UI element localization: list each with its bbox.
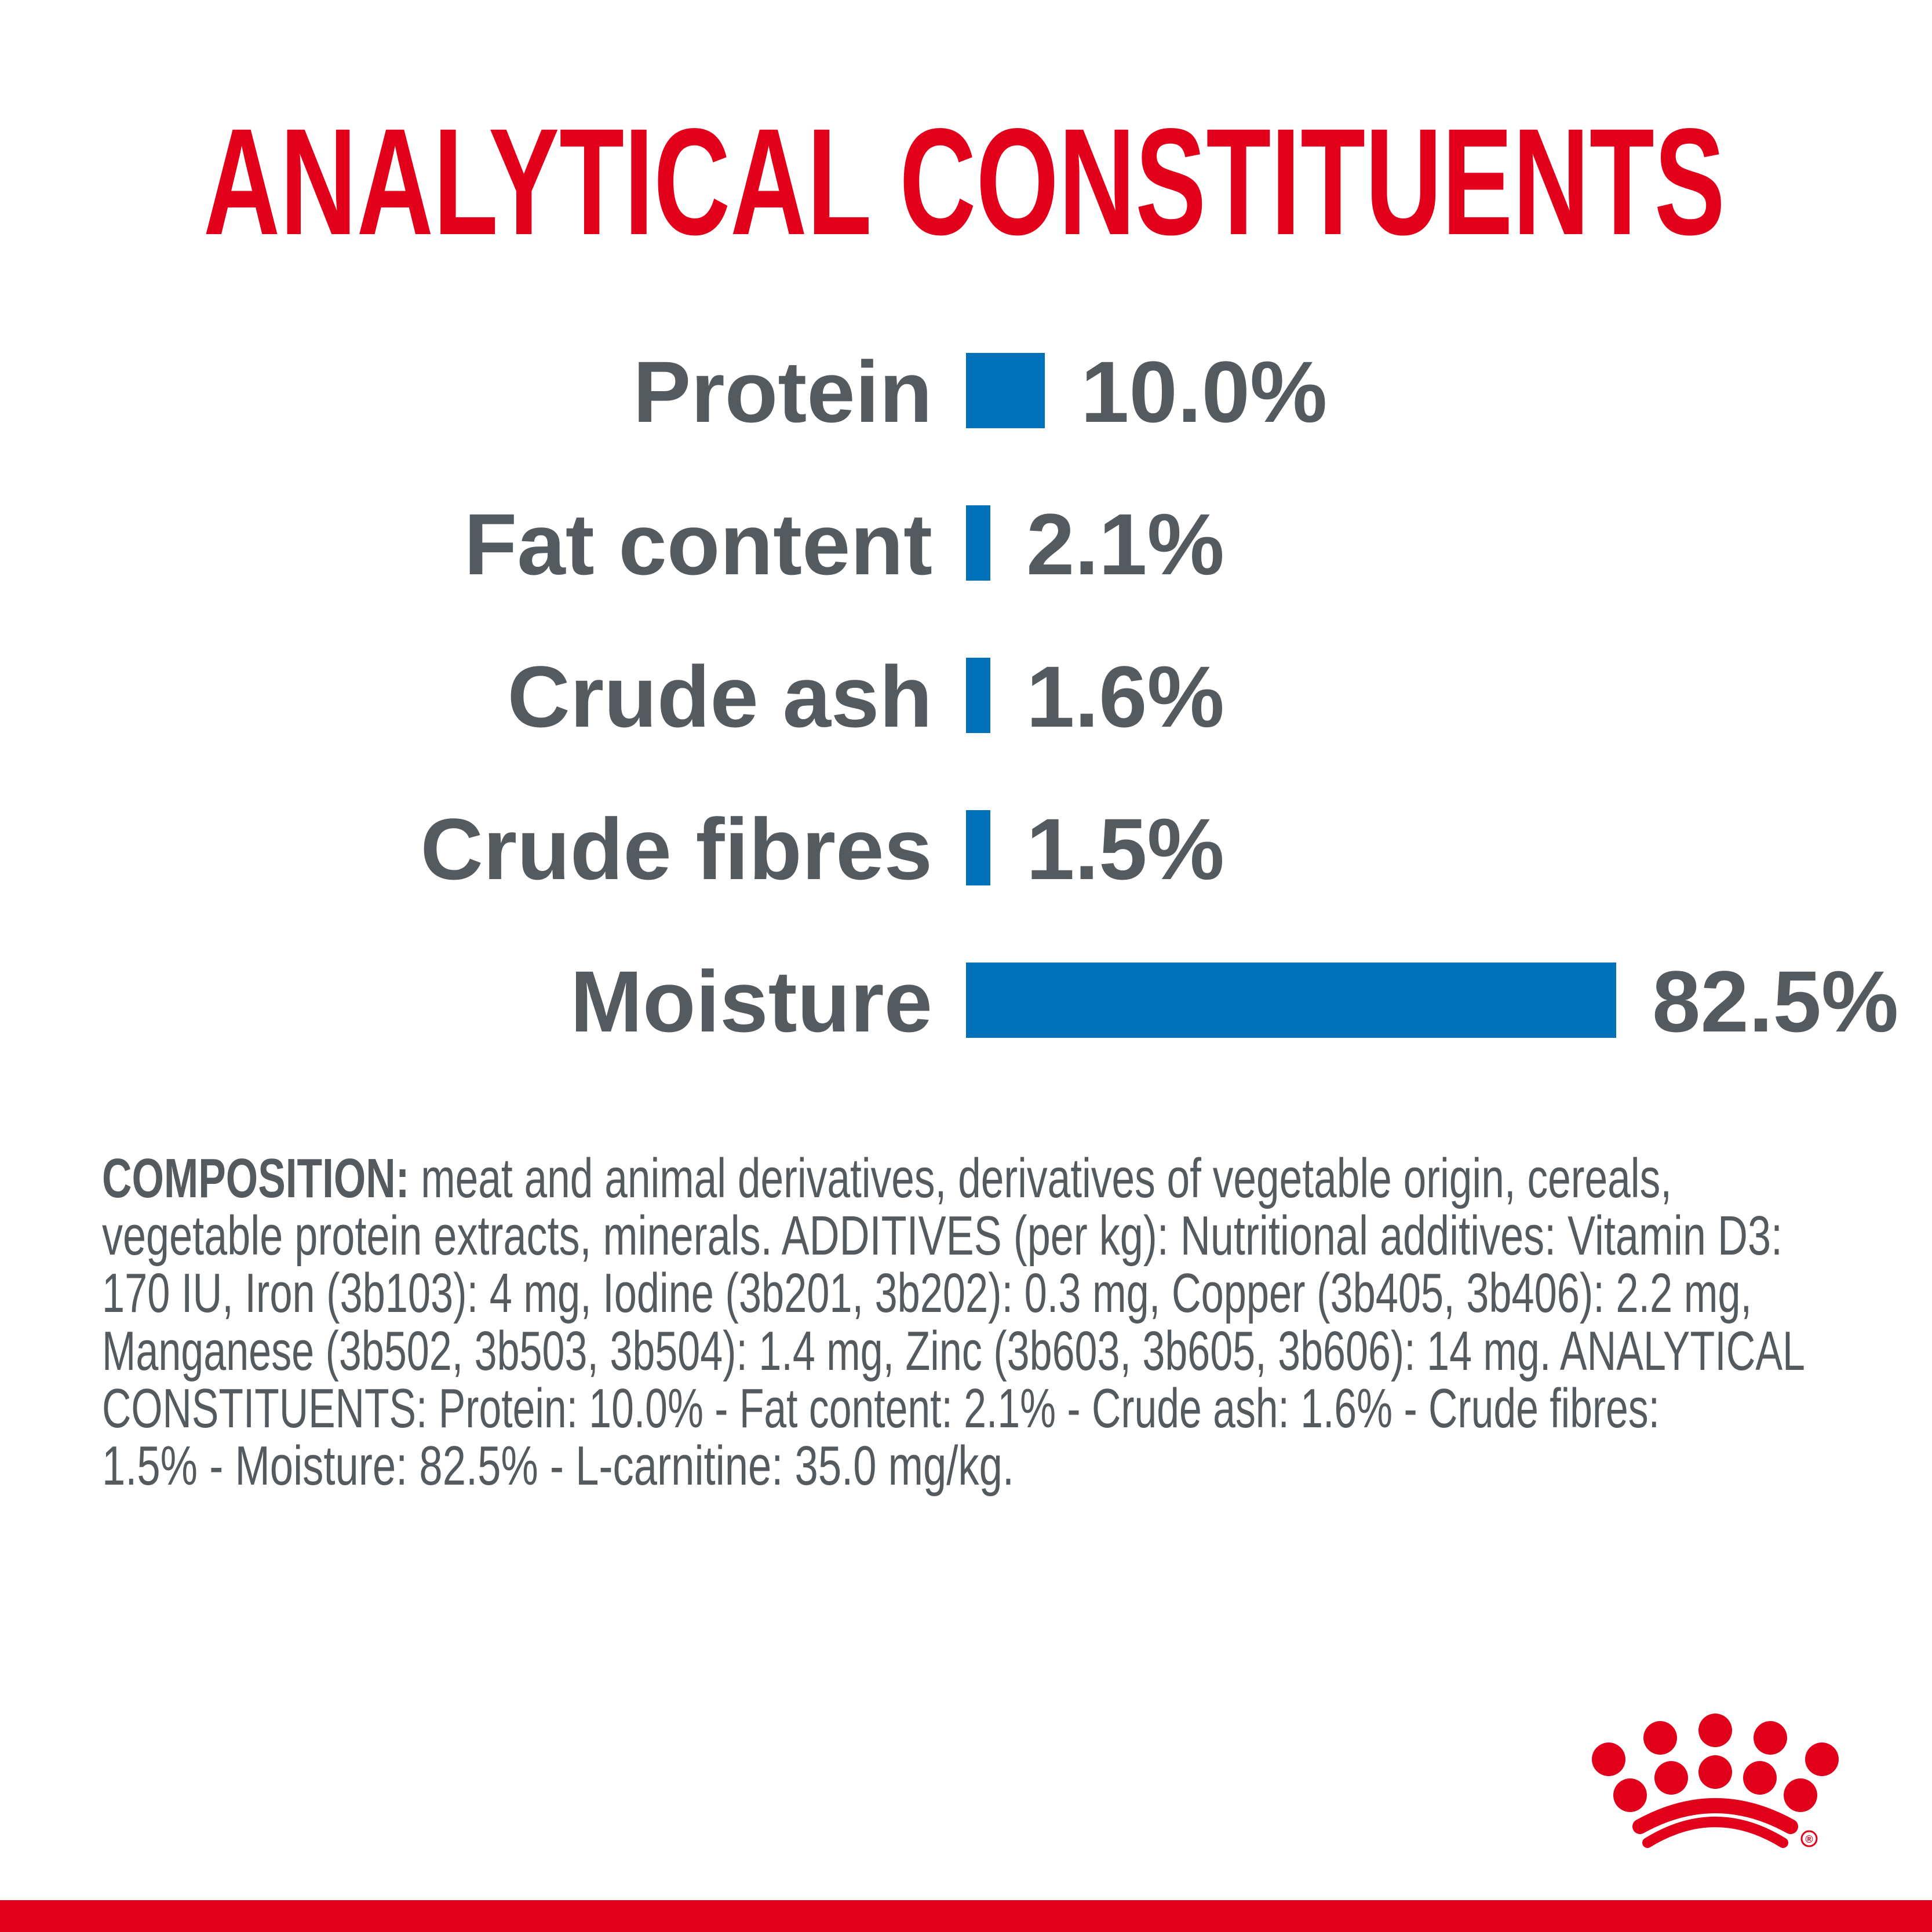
bar-moisture — [966, 963, 1616, 1038]
category-label: Protein — [633, 343, 932, 440]
bar-chart: Protein 10.0% Fat content 2.1% Crude ash 1.6%… — [420, 343, 1898, 1050]
composition-text: COMPOSITION: meat and animal derivatives… — [102, 1147, 1805, 1497]
composition-heading: COMPOSITION: — [102, 1147, 409, 1209]
registered-mark: ® — [1805, 1833, 1813, 1845]
category-label: Crude fibres — [420, 800, 932, 898]
value-label: 10.0% — [1081, 343, 1327, 440]
value-label: 2.1% — [1026, 495, 1224, 593]
composition-line-1: COMPOSITION: meat and animal derivatives… — [102, 1147, 1672, 1209]
chart-title: ANALYTICAL CONSTITUENTS — [203, 97, 1725, 267]
composition-line-3: 170 IU, Iron (3b103): 4 mg, Iodine (3b20… — [102, 1262, 1752, 1324]
category-label: Crude ash — [507, 648, 932, 745]
value-label: 1.5% — [1026, 800, 1224, 898]
composition-line-4: Manganese (3b502, 3b503, 3b504): 1.4 mg,… — [102, 1320, 1805, 1382]
bar-fat-content — [966, 505, 990, 581]
royal-canin-crown-logo-icon: ® — [1592, 1714, 1839, 1848]
bar-protein — [966, 353, 1045, 428]
value-label: 1.6% — [1026, 648, 1224, 745]
category-label: Fat content — [464, 495, 932, 593]
category-label: Moisture — [570, 953, 932, 1050]
composition-line-6: 1.5% - Moisture: 82.5% - L-carnitine: 35… — [102, 1435, 1014, 1497]
composition-line-5: CONSTITUENTS: Protein: 10.0% - Fat conte… — [102, 1377, 1660, 1439]
bottom-brand-band — [0, 1900, 1932, 1932]
bar-crude-fibres — [966, 810, 990, 885]
value-label: 82.5% — [1652, 953, 1898, 1050]
bar-crude-ash — [966, 658, 990, 733]
composition-line-2: vegetable protein extracts, minerals. AD… — [102, 1205, 1782, 1267]
